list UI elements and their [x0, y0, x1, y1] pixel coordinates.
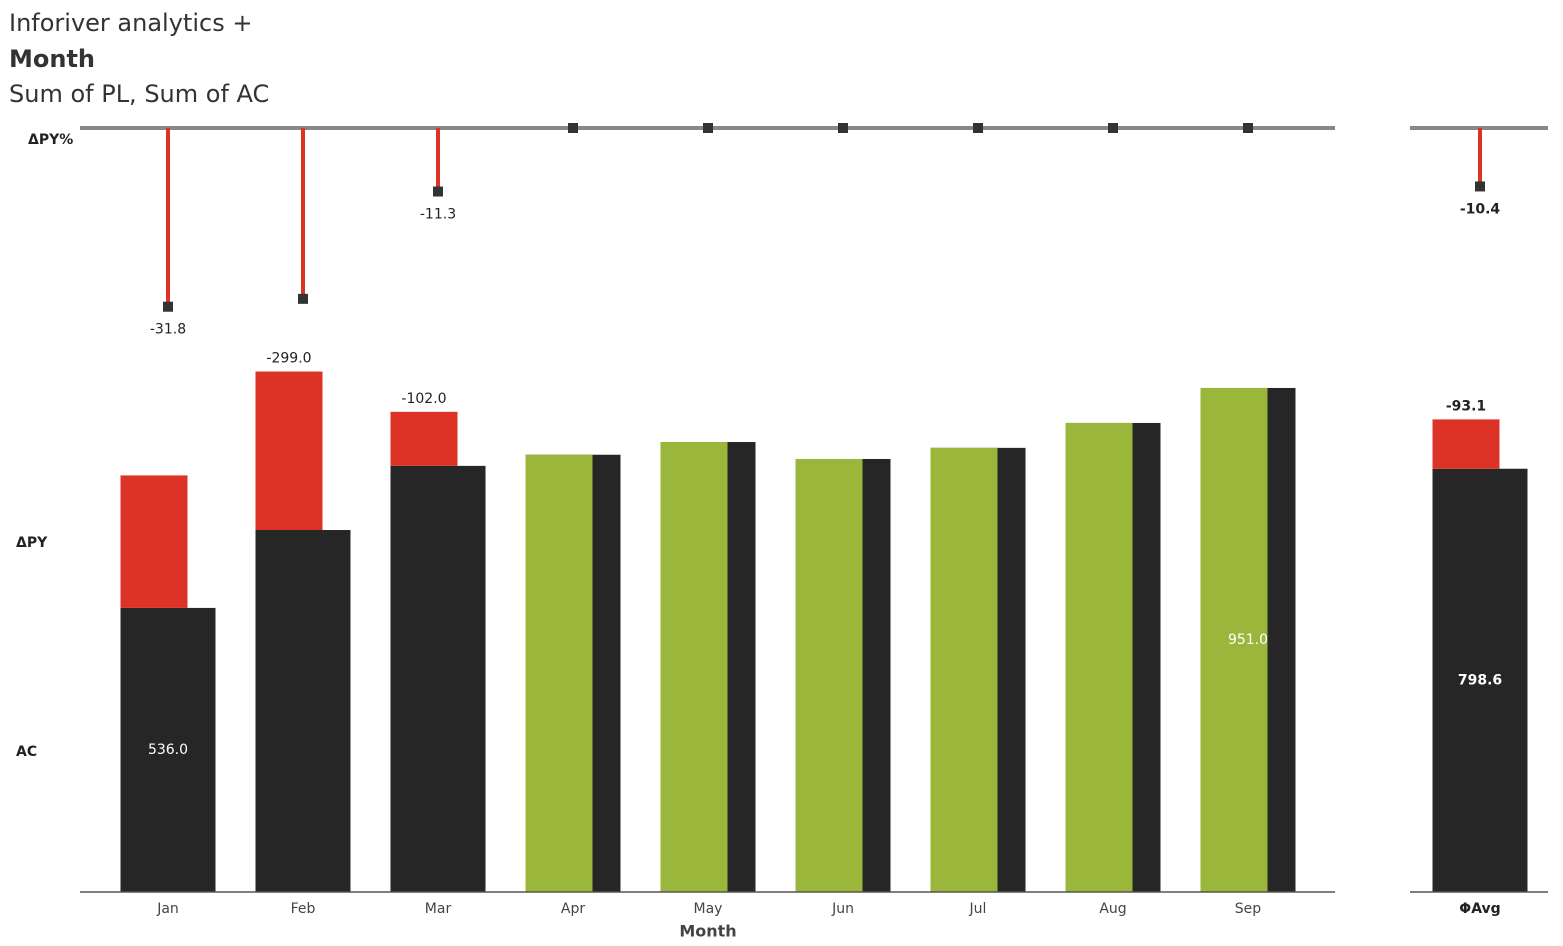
ac-label: 798.6	[1458, 672, 1502, 688]
x-tick-label: Mar	[425, 901, 452, 917]
x-tick-label: Feb	[291, 901, 316, 917]
chart-subtitle: Month	[9, 45, 95, 73]
x-tick-label: Sep	[1235, 901, 1262, 917]
py-bar	[930, 447, 998, 892]
total-label: ΦAvg	[1459, 901, 1500, 917]
delta-label: -93.1	[1446, 398, 1486, 414]
ac-label: 951.0	[1228, 632, 1268, 648]
py-bar	[1065, 422, 1133, 892]
delta-label: -102.0	[401, 391, 446, 407]
py-bar	[120, 475, 188, 608]
x-tick-label: Jul	[969, 901, 987, 917]
x-tick-label: Jun	[831, 901, 854, 917]
ac-bar	[120, 607, 216, 892]
pct-label: -11.3	[420, 207, 456, 223]
chart-description: Sum of PL, Sum of AC	[9, 80, 269, 108]
py-bar	[525, 454, 593, 892]
pct-marker	[568, 123, 578, 133]
x-axis-title: Month	[679, 922, 736, 941]
delta-label: -299.0	[266, 351, 311, 367]
py-bar	[1432, 419, 1500, 469]
row-label: ΔPY	[16, 535, 48, 551]
pct-marker	[433, 186, 443, 197]
pct-marker	[703, 123, 713, 133]
pct-marker	[298, 293, 308, 304]
py-bar	[795, 458, 863, 892]
x-tick-label: Jan	[156, 901, 179, 917]
py-bar	[1200, 387, 1268, 892]
pct-marker	[1475, 181, 1485, 192]
pct-marker	[838, 123, 848, 133]
x-tick-label: May	[694, 901, 723, 917]
pct-marker	[163, 301, 173, 312]
pct-label: -10.4	[1460, 201, 1501, 217]
row-label: AC	[16, 744, 37, 760]
py-bar	[660, 442, 728, 892]
ac-bar	[255, 530, 351, 892]
x-tick-label: Apr	[561, 901, 585, 917]
ac-bar	[390, 465, 486, 892]
py-bar	[390, 411, 458, 466]
pct-label: -31.8	[150, 322, 186, 338]
x-tick-label: Aug	[1099, 901, 1126, 917]
pct-marker	[1243, 123, 1253, 133]
chart-title: Inforiver analytics +	[9, 9, 252, 37]
pct-marker	[1108, 123, 1118, 133]
ac-label: 536.0	[148, 742, 188, 758]
ac-bar	[1432, 468, 1528, 892]
pct-marker	[973, 123, 983, 133]
row-label: ΔPY%	[28, 132, 73, 148]
py-bar	[255, 371, 323, 531]
